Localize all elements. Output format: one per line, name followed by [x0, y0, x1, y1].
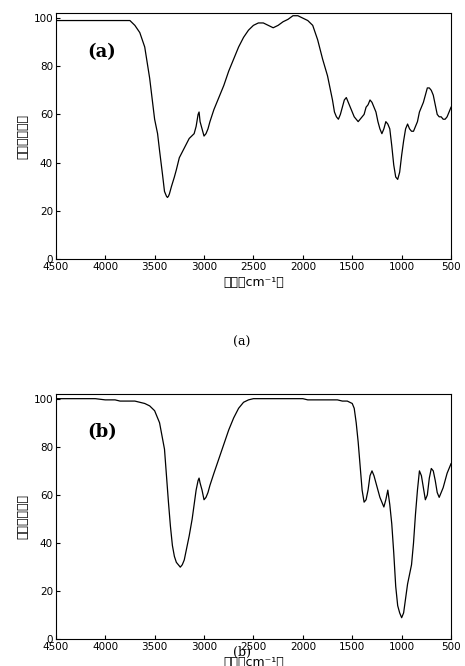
Text: (a): (a) [87, 43, 116, 61]
X-axis label: 波数（cm⁻¹）: 波数（cm⁻¹） [223, 276, 284, 289]
Y-axis label: 透光率（％）: 透光率（％） [16, 114, 29, 159]
Y-axis label: 透光率（％）: 透光率（％） [16, 494, 29, 539]
Text: (a): (a) [233, 336, 251, 350]
Text: (b): (b) [233, 646, 251, 659]
X-axis label: 波数（cm⁻¹）: 波数（cm⁻¹） [223, 656, 284, 666]
Text: (b): (b) [87, 424, 117, 442]
